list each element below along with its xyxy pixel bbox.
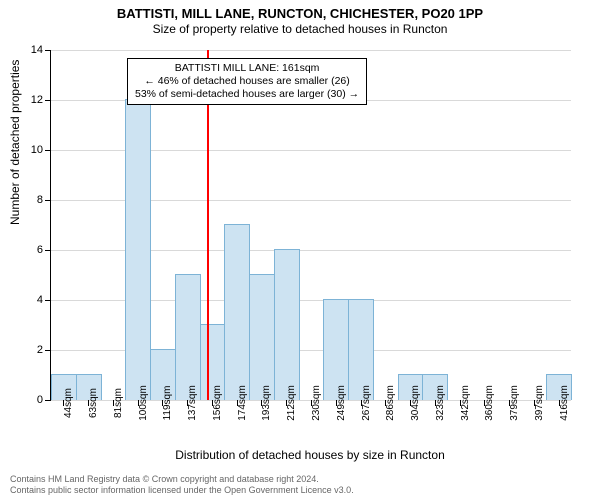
- annotation-line: ← 46% of detached houses are smaller (26…: [135, 75, 359, 88]
- chart-subtitle: Size of property relative to detached ho…: [0, 22, 600, 36]
- y-axis-label: Number of detached properties: [8, 60, 22, 225]
- x-tick-label: 416sqm: [559, 385, 570, 421]
- chart-title: BATTISTI, MILL LANE, RUNCTON, CHICHESTER…: [0, 0, 600, 21]
- footer-line-1: Contains HM Land Registry data © Crown c…: [10, 474, 354, 485]
- x-tick-label: 100sqm: [138, 385, 149, 421]
- x-tick-label: 137sqm: [187, 385, 198, 421]
- footer-line-2: Contains public sector information licen…: [10, 485, 354, 496]
- x-tick-label: 304sqm: [410, 385, 421, 421]
- x-tick-label: 174sqm: [237, 385, 248, 421]
- annotation-line: BATTISTI MILL LANE: 161sqm: [135, 62, 359, 75]
- x-tick-label: 193sqm: [261, 385, 272, 421]
- x-tick-label: 286sqm: [385, 385, 396, 421]
- y-tick-label: 8: [21, 194, 43, 206]
- y-tick: [45, 400, 51, 401]
- y-tick: [45, 50, 51, 51]
- plot-area: 0246810121444sqm63sqm81sqm100sqm119sqm13…: [50, 50, 571, 401]
- y-tick-label: 4: [21, 294, 43, 306]
- y-tick: [45, 250, 51, 251]
- gridline: [51, 50, 571, 51]
- x-axis-label: Distribution of detached houses by size …: [50, 448, 570, 462]
- histogram-bar: [224, 224, 250, 400]
- x-tick-label: 44sqm: [63, 388, 74, 418]
- y-tick: [45, 100, 51, 101]
- histogram-bar: [175, 274, 201, 400]
- footer-attribution: Contains HM Land Registry data © Crown c…: [10, 474, 354, 496]
- x-tick-label: 342sqm: [460, 385, 471, 421]
- x-tick-label: 230sqm: [311, 385, 322, 421]
- histogram-bar: [249, 274, 275, 400]
- annotation-box: BATTISTI MILL LANE: 161sqm← 46% of detac…: [127, 58, 367, 105]
- x-tick-label: 360sqm: [484, 385, 495, 421]
- y-tick: [45, 150, 51, 151]
- y-tick-label: 0: [21, 394, 43, 406]
- x-tick-label: 212sqm: [286, 385, 297, 421]
- x-tick-label: 323sqm: [435, 385, 446, 421]
- x-tick-label: 379sqm: [509, 385, 520, 421]
- y-tick-label: 10: [21, 144, 43, 156]
- x-tick-label: 81sqm: [113, 388, 124, 418]
- x-tick-label: 397sqm: [534, 385, 545, 421]
- x-tick-label: 249sqm: [336, 385, 347, 421]
- annotation-line: 53% of semi-detached houses are larger (…: [135, 88, 359, 101]
- y-tick-label: 2: [21, 344, 43, 356]
- y-tick-label: 12: [21, 94, 43, 106]
- histogram-bar: [274, 249, 300, 400]
- y-tick-label: 14: [21, 44, 43, 56]
- y-tick: [45, 350, 51, 351]
- histogram-bar: [125, 99, 151, 400]
- y-tick: [45, 200, 51, 201]
- y-tick: [45, 300, 51, 301]
- y-tick-label: 6: [21, 244, 43, 256]
- x-tick-label: 156sqm: [212, 385, 223, 421]
- x-tick-label: 267sqm: [361, 385, 372, 421]
- x-tick-label: 119sqm: [162, 386, 173, 421]
- x-tick-label: 63sqm: [88, 388, 99, 418]
